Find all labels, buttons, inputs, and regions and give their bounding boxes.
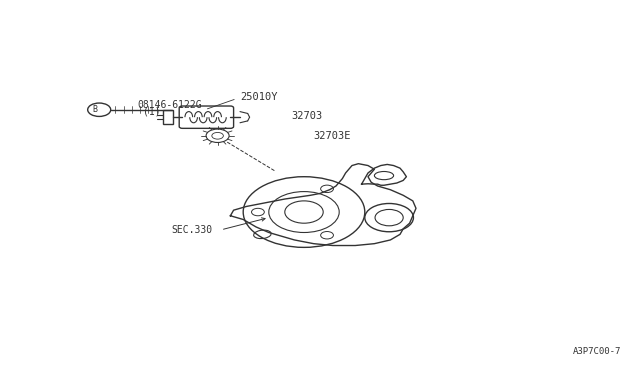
Text: (1): (1) <box>143 107 161 116</box>
Text: B: B <box>93 105 98 114</box>
Bar <box>163 110 173 124</box>
Text: 32703: 32703 <box>291 111 323 121</box>
Text: A3P7C00-7: A3P7C00-7 <box>573 347 621 356</box>
Text: 08146-6122G: 08146-6122G <box>138 100 202 110</box>
Text: 32703E: 32703E <box>314 131 351 141</box>
Text: SEC.330: SEC.330 <box>172 225 212 235</box>
Text: 25010Y: 25010Y <box>240 93 278 102</box>
